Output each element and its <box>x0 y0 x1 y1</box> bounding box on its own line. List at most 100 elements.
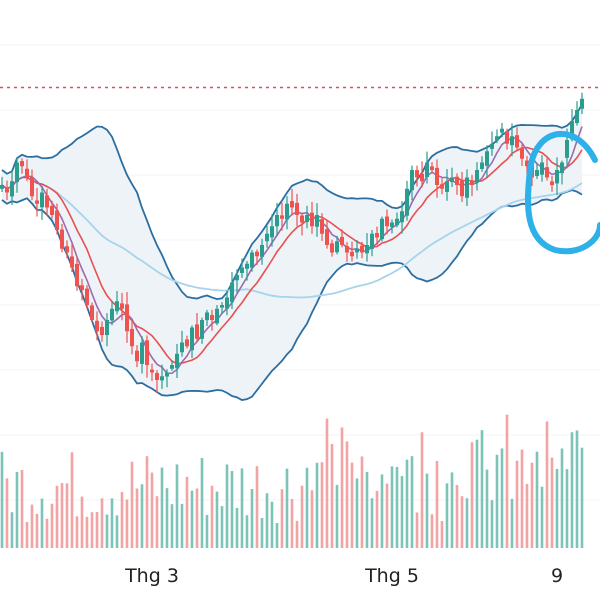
candle-body <box>70 256 74 268</box>
volume-bar <box>185 476 189 548</box>
candle-body <box>140 342 144 364</box>
volume-bar <box>205 514 209 548</box>
volume-bar <box>445 483 449 548</box>
volume-bar <box>490 500 494 548</box>
volume-bar <box>60 483 64 548</box>
volume-bar <box>320 462 324 548</box>
volume-bar <box>510 498 514 548</box>
candle-body <box>240 267 244 273</box>
volume-bar <box>5 478 9 548</box>
volume-bar <box>415 512 419 548</box>
x-tick-label: Thg 3 <box>124 565 179 587</box>
volume-bar <box>345 441 349 548</box>
candle-body <box>295 202 299 215</box>
volume-bar <box>535 451 539 548</box>
volume-bar <box>400 476 404 548</box>
volume-bar <box>485 469 489 548</box>
candle-body <box>365 245 369 254</box>
volume-bar <box>30 504 34 548</box>
candle-body <box>105 320 109 336</box>
candle-body <box>510 136 514 146</box>
candle-body <box>235 275 239 281</box>
volume-bar <box>180 503 184 548</box>
candle-body <box>505 131 509 144</box>
candle-body <box>515 135 519 148</box>
candle-body <box>145 340 149 365</box>
candle-body <box>255 251 259 257</box>
bollinger-upper-line <box>1 103 583 301</box>
candle-body <box>225 297 229 309</box>
volume-bar <box>125 499 129 548</box>
volume-bar <box>545 421 549 548</box>
candle-body <box>430 166 434 170</box>
volume-bar <box>565 469 569 548</box>
candle-body <box>55 210 59 230</box>
volume-bar <box>375 490 379 548</box>
candle-body <box>315 215 319 227</box>
candle-body <box>260 245 264 257</box>
candle-body <box>230 282 234 303</box>
candle-body <box>300 215 304 223</box>
candle-body <box>350 251 354 257</box>
volume-bar <box>555 468 559 548</box>
volume-bar <box>475 439 479 548</box>
volume-bar <box>355 478 359 548</box>
candle-body <box>575 110 579 124</box>
candle-body <box>555 170 559 184</box>
volume-bar <box>155 496 159 548</box>
candle-body <box>410 170 414 191</box>
candle-body <box>280 215 284 219</box>
candle-body <box>360 245 364 253</box>
volume-bar <box>35 513 39 548</box>
volume-bar <box>85 516 89 548</box>
volume-bar <box>395 467 399 548</box>
volume-bar <box>110 498 114 548</box>
volume-bar <box>225 464 229 548</box>
x-tick-label: 9 <box>551 565 563 587</box>
volume-bar <box>270 501 274 548</box>
candle-body <box>450 177 454 182</box>
candle-body <box>190 327 194 351</box>
candle-body <box>270 226 274 238</box>
candle-body <box>60 229 64 249</box>
volume-bar <box>420 432 424 548</box>
candle-body <box>550 181 554 185</box>
volume-bar <box>220 506 224 548</box>
volume-bar <box>465 498 469 548</box>
candle-body <box>20 161 24 167</box>
volume-bar <box>175 464 179 548</box>
candle-body <box>440 184 444 189</box>
candle-body <box>130 328 134 347</box>
volume-bar <box>425 473 429 548</box>
candle-body <box>170 365 174 369</box>
candle-body <box>160 376 164 381</box>
candle-body <box>155 373 159 380</box>
volume-bar <box>275 522 279 548</box>
x-tick-label: Thg 5 <box>364 565 419 587</box>
candle-body <box>5 187 9 193</box>
candle-body <box>115 301 119 312</box>
volume-bar <box>145 456 149 548</box>
volume-bar <box>515 460 519 548</box>
candle-body <box>265 233 269 242</box>
volume-bar <box>215 491 219 548</box>
volume-bar <box>560 448 564 548</box>
volume-bar <box>330 444 334 548</box>
volume-bar <box>10 512 14 548</box>
candle-body <box>150 369 154 373</box>
candle-body <box>215 308 219 324</box>
volume-bar <box>385 483 389 548</box>
volume-bar <box>575 430 579 548</box>
candle-body <box>325 229 329 245</box>
volume-bar <box>340 427 344 548</box>
candle-body <box>570 121 574 140</box>
volume-bar <box>410 456 414 548</box>
volume-bar <box>70 452 74 548</box>
candle-body <box>320 219 324 234</box>
candle-body <box>400 211 404 223</box>
volume-bar <box>280 489 284 548</box>
volume-bar <box>65 483 69 548</box>
candle-body <box>10 181 14 197</box>
candle-body <box>340 236 344 245</box>
